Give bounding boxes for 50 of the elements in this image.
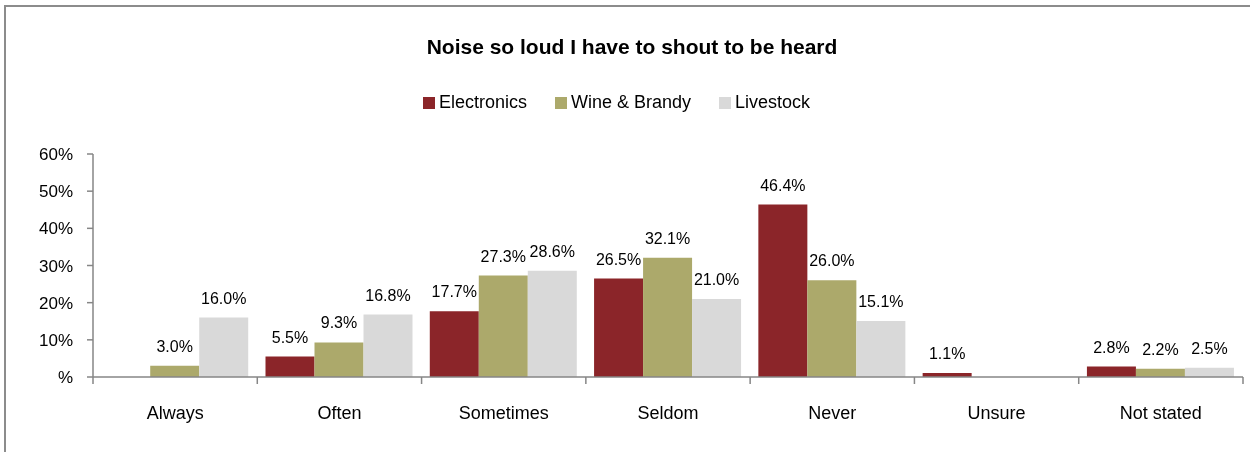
data-label: 2.5% bbox=[1191, 339, 1228, 357]
legend-label: Wine & Brandy bbox=[570, 92, 692, 112]
x-tick-label: Always bbox=[146, 403, 204, 423]
x-tick-label: Not stated bbox=[1119, 403, 1202, 423]
y-tick-label: 60% bbox=[38, 145, 73, 165]
data-label: 46.4% bbox=[760, 176, 806, 194]
data-label: 21.0% bbox=[693, 270, 740, 288]
y-tick-label: 20% bbox=[38, 293, 73, 313]
legend-label: Livestock bbox=[735, 92, 811, 112]
data-label: 2.2% bbox=[1142, 340, 1179, 358]
bar bbox=[807, 280, 857, 377]
data-label: 15.1% bbox=[858, 292, 904, 310]
y-tick-label: 30% bbox=[38, 256, 73, 276]
bar bbox=[199, 317, 249, 377]
data-label: 26.0% bbox=[809, 252, 855, 270]
legend-label: Electronics bbox=[438, 92, 527, 112]
y-tick-label: % bbox=[57, 368, 73, 388]
bar bbox=[150, 365, 200, 377]
x-tick-label: Never bbox=[808, 403, 857, 423]
bar bbox=[643, 257, 693, 377]
data-label: 16.0% bbox=[201, 289, 247, 307]
data-label: 5.5% bbox=[271, 328, 309, 346]
y-tick-label: 10% bbox=[38, 330, 73, 350]
bar bbox=[527, 270, 577, 377]
data-label: 3.0% bbox=[156, 337, 193, 355]
bar bbox=[856, 320, 906, 377]
data-label: 32.1% bbox=[644, 229, 691, 247]
bar bbox=[429, 311, 479, 377]
bar bbox=[758, 204, 808, 377]
x-tick-label: Often bbox=[317, 403, 362, 423]
bar bbox=[265, 356, 315, 377]
bar bbox=[478, 275, 528, 377]
data-label: 17.7% bbox=[431, 283, 477, 301]
x-tick-label: Unsure bbox=[967, 403, 1026, 423]
data-label: 26.5% bbox=[595, 250, 642, 268]
x-tick-label: Seldom bbox=[637, 403, 699, 423]
x-tick-label: Sometimes bbox=[458, 403, 549, 423]
data-label: 9.3% bbox=[320, 314, 358, 332]
data-label: 28.6% bbox=[529, 242, 575, 260]
bar bbox=[594, 278, 644, 377]
data-label: 1.1% bbox=[928, 344, 966, 362]
data-label: 16.8% bbox=[365, 286, 411, 304]
y-tick-label: 50% bbox=[38, 182, 73, 202]
bar bbox=[692, 298, 742, 377]
chart-title: Noise so loud I have to shout to be heard bbox=[425, 35, 839, 59]
data-label: 2.8% bbox=[1093, 338, 1130, 356]
y-tick-label: 40% bbox=[38, 219, 73, 239]
data-label: 27.3% bbox=[480, 247, 526, 265]
bar bbox=[363, 314, 413, 377]
bar bbox=[314, 342, 364, 377]
